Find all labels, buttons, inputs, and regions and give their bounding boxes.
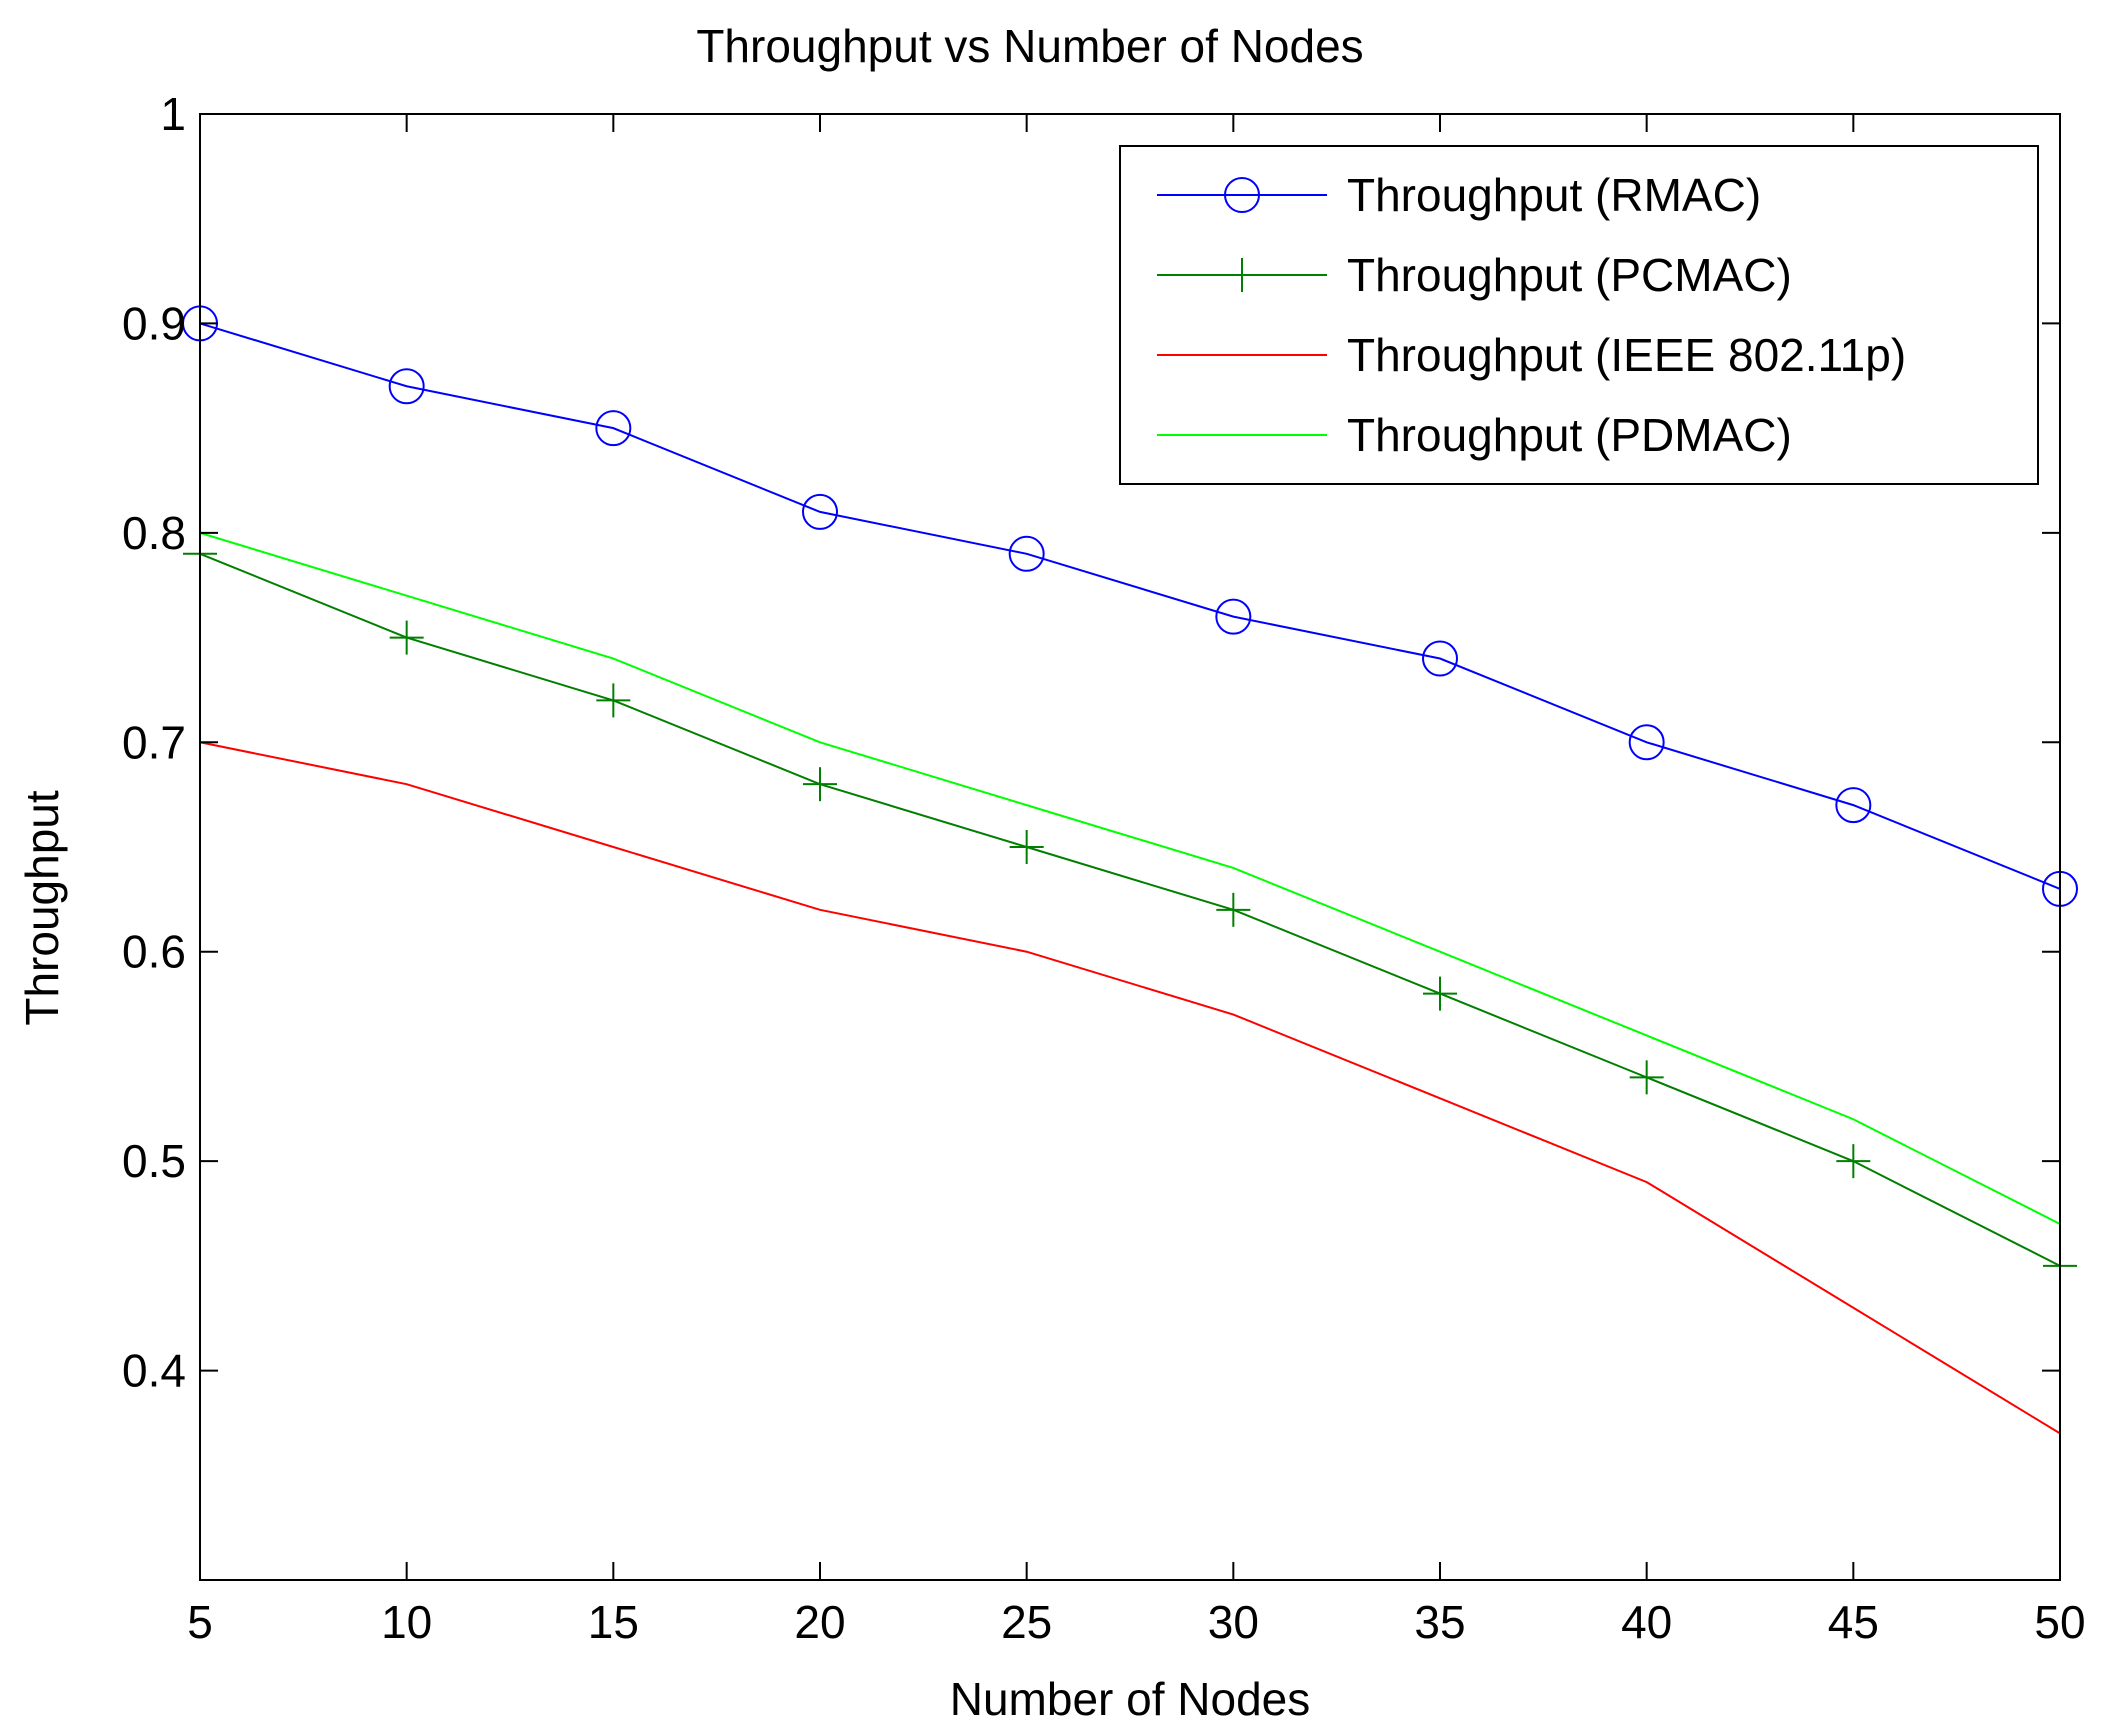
legend: Throughput (RMAC) Throughput (PCMAC) Throu… [1119,145,2039,485]
y-tick-label: 0.8 [122,507,186,559]
legend-label: Throughput (PCMAC) [1347,249,1792,301]
series-line [199,322,2061,890]
y-tick-label: 0.7 [122,716,186,768]
data-point [1835,787,1872,824]
legend-label: Throughput (RMAC) [1347,169,1761,221]
x-axis-title: Number of Nodes [950,1673,1311,1725]
data-point [1215,598,1252,635]
legend-label: Throughput (PDMAC) [1347,409,1792,461]
data-point [1422,640,1458,677]
chart-title: Throughput vs Number of Nodes [696,20,1363,72]
x-tick-label: 25 [1001,1596,1052,1648]
data-point [595,410,632,447]
data-point [803,767,837,802]
x-tick-label: 35 [1414,1596,1465,1648]
y-tick-label: 1 [160,88,186,140]
series-line [199,531,2061,1225]
x-tick-label: 10 [381,1596,432,1648]
data-point [1216,892,1251,927]
y-tick-label: 0.5 [122,1135,186,1187]
x-tick-label: 45 [1828,1596,1879,1648]
series-throughput-rmac [182,305,2078,907]
series-line [199,741,2061,1435]
x-tick-label: 15 [588,1596,639,1648]
data-point [802,493,838,530]
legend-marker [1225,258,1259,292]
data-point [389,620,424,655]
data-point [1009,830,1044,864]
y-axis-title: Throughput [16,790,68,1025]
data-point [1628,724,1665,761]
x-tick-label: 20 [794,1596,845,1648]
x-tick-label: 5 [187,1596,213,1648]
data-point [1836,1144,1871,1179]
legend-entry: Throughput (RMAC) [1157,169,1761,221]
x-tick-label: 30 [1208,1596,1259,1648]
legend-entry: Throughput (IEEE 802.11p) [1157,329,1906,381]
legend-entry: Throughput (PDMAC) [1157,409,1792,461]
series-throughput-ieee-802-11p [199,741,2061,1435]
series-throughput-pdmac [199,531,2061,1225]
legend-label: Throughput (IEEE 802.11p) [1347,329,1906,381]
data-point [388,368,425,405]
legend-marker [1224,177,1260,213]
plot-frame [199,113,2061,1581]
y-tick-label: 0.4 [122,1345,186,1397]
x-tick-label: 40 [1621,1596,1672,1648]
data-point [1423,976,1457,1011]
legend-box [1119,145,2039,485]
x-tick-label: 50 [2034,1596,2085,1648]
legend-entry: Throughput (PCMAC) [1157,249,1792,301]
data-point [596,683,631,718]
y-tick-label: 0.9 [122,297,186,349]
data-point [1629,1060,1664,1095]
y-tick-label: 0.6 [122,926,186,978]
data-point [1008,535,1045,572]
series-line [199,552,2061,1267]
